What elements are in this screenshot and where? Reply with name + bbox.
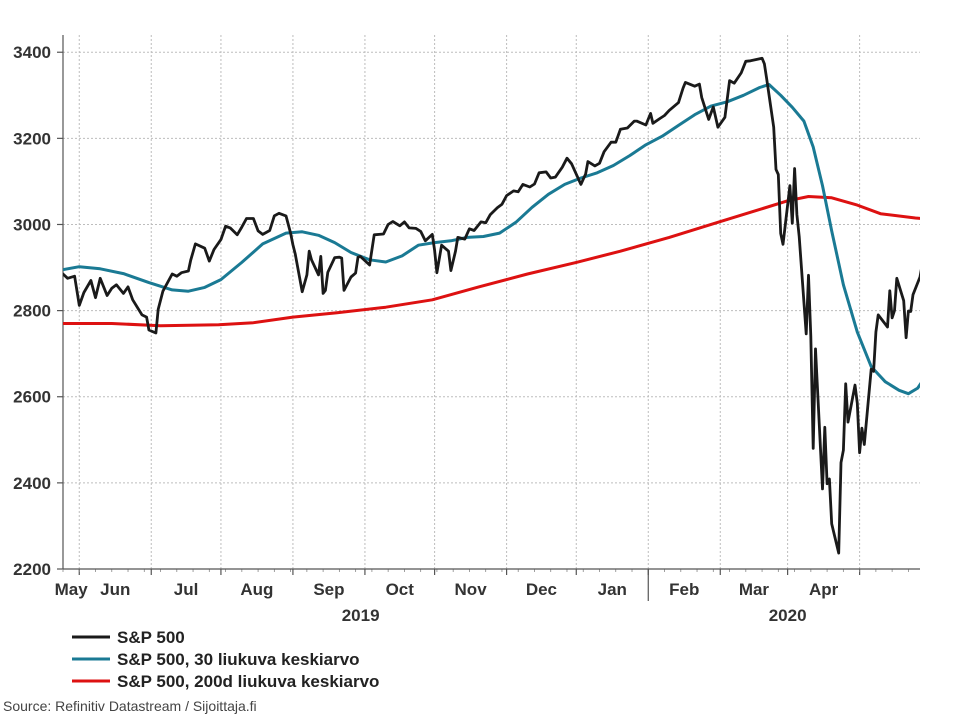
gridlines xyxy=(63,35,920,569)
x-tick-label: Aug xyxy=(240,580,273,599)
axes: 2200 2400 2600 2800 3000 3200 3400 May Jun Jul Aug… xyxy=(13,35,920,625)
plot-background xyxy=(63,35,920,569)
y-tick-label: 2800 xyxy=(13,302,51,321)
year-label: 2020 xyxy=(769,606,807,625)
series-line-0 xyxy=(63,56,920,555)
year-label: 2019 xyxy=(342,606,380,625)
legend-label: S&P 500 xyxy=(117,628,185,647)
x-tick-label: Mar xyxy=(739,580,770,599)
x-tick-label: Jan xyxy=(598,580,627,599)
x-tick-label: Oct xyxy=(386,580,415,599)
series-lines xyxy=(63,56,920,555)
x-tick-label: Jul xyxy=(174,580,199,599)
y-tick-label: 2600 xyxy=(13,388,51,407)
series-line-2 xyxy=(63,195,920,328)
y-tick-label: 2400 xyxy=(13,474,51,493)
legend-label: S&P 500, 30 liukuva keskiarvo xyxy=(117,650,360,669)
x-tick-label: Sep xyxy=(313,580,344,599)
y-tick-label: 3200 xyxy=(13,129,51,148)
series-line-1 xyxy=(63,83,920,396)
legend: S&P 500 S&P 500, 30 liukuva keskiarvo S&P … xyxy=(72,628,379,691)
y-tick-label: 3000 xyxy=(13,215,51,234)
y-tick-label: 3400 xyxy=(13,43,51,62)
x-tick-label: Dec xyxy=(526,580,557,599)
x-tick-label: Jun xyxy=(100,580,130,599)
legend-label: S&P 500, 200d liukuva keskiarvo xyxy=(117,672,379,691)
source-note: Source: Refinitiv Datastream / Sijoittaj… xyxy=(3,698,257,714)
x-tick-label: Feb xyxy=(669,580,699,599)
x-tick-label: Apr xyxy=(809,580,839,599)
x-tick-label: May xyxy=(55,580,89,599)
x-tick-label: Nov xyxy=(455,580,488,599)
y-tick-label: 2200 xyxy=(13,560,51,579)
